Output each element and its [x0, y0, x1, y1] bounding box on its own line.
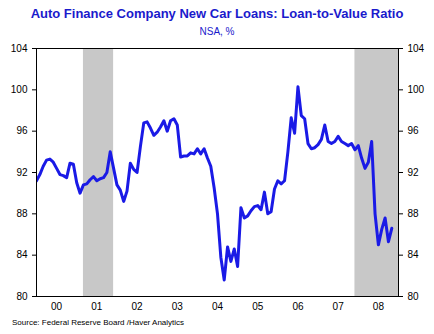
- svg-text:07: 07: [333, 301, 345, 312]
- svg-text:104: 104: [408, 43, 425, 54]
- svg-text:104: 104: [11, 43, 28, 54]
- svg-text:100: 100: [408, 84, 425, 95]
- svg-text:92: 92: [408, 167, 420, 178]
- svg-text:100: 100: [11, 84, 28, 95]
- svg-text:01: 01: [91, 301, 103, 312]
- svg-text:80: 80: [16, 291, 28, 302]
- html-text:Auto Finance Company New Car L: Auto Finance Company New Car Loans: Loan…: [30, 6, 404, 21]
- svg-text:02: 02: [131, 301, 143, 312]
- svg-text:88: 88: [408, 208, 420, 219]
- svg-text:80: 80: [408, 291, 420, 302]
- svg-text:08: 08: [373, 301, 385, 312]
- html-text:Source: Federal Reserve Board: Source: Federal Reserve Board /Haver Ana…: [12, 318, 185, 327]
- html-text:NSA, %: NSA, %: [199, 26, 235, 37]
- svg-text:06: 06: [292, 301, 304, 312]
- svg-text:05: 05: [252, 301, 264, 312]
- svg-text:88: 88: [16, 208, 28, 219]
- svg-text:03: 03: [172, 301, 184, 312]
- svg-text:96: 96: [16, 125, 28, 136]
- svg-text:84: 84: [16, 249, 28, 260]
- svg-text:92: 92: [16, 167, 28, 178]
- svg-text:00: 00: [51, 301, 63, 312]
- svg-text:84: 84: [408, 249, 420, 260]
- svg-text:04: 04: [212, 301, 224, 312]
- svg-text:96: 96: [408, 125, 420, 136]
